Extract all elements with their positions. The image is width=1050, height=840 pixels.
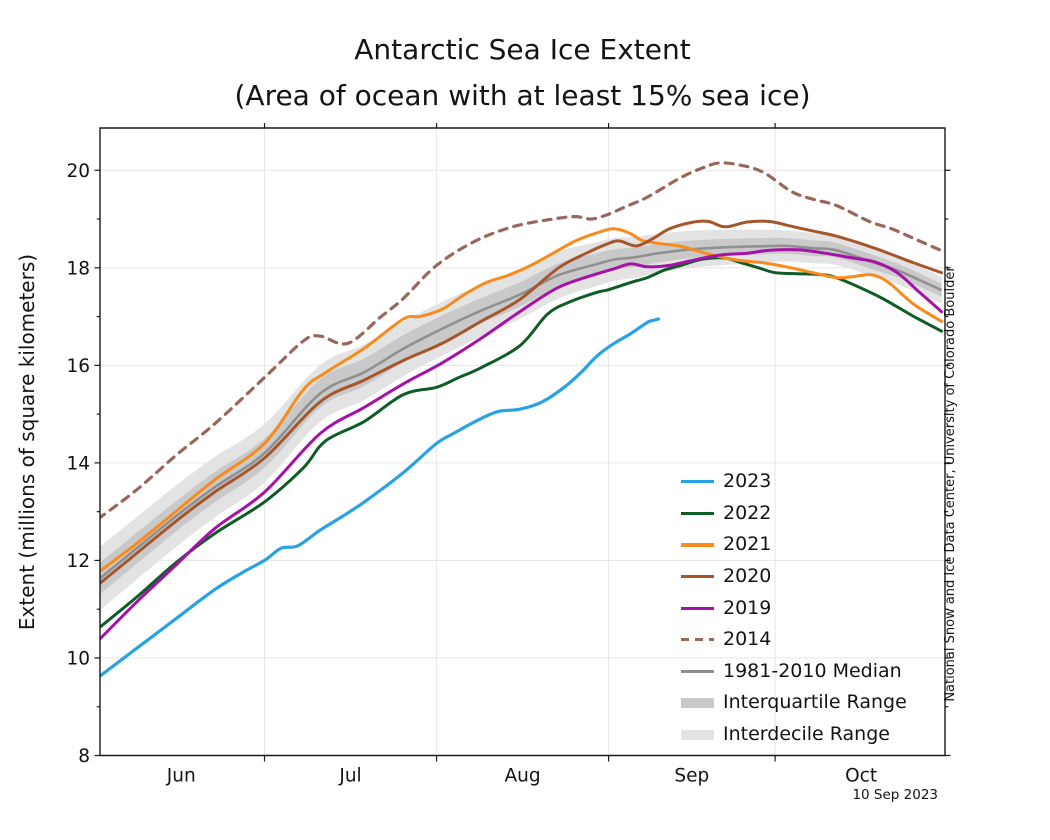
legend-swatch-dashed-line [681, 638, 714, 642]
legend-label: 2014 [723, 628, 772, 651]
legend-label: Interdecile Range [723, 723, 890, 746]
legend-row-interdecile-range: Interdecile Range [681, 719, 907, 751]
legend-swatch-line [681, 669, 714, 673]
series-line-2014 [100, 161, 944, 520]
x-tick-label-jul: Jul [338, 766, 361, 787]
y-tick-label: 20 [66, 161, 90, 182]
legend-swatch-line [681, 606, 714, 610]
legend-row-2021: 2021 [681, 529, 907, 561]
y-tick-label: 8 [78, 746, 90, 767]
x-tick-label-aug: Aug [505, 766, 541, 787]
y-axis-label: Extent (millions of square kilometers) [15, 253, 39, 631]
legend-row-interquartile-range: Interquartile Range [681, 687, 907, 719]
y-tick-label: 16 [66, 356, 90, 377]
legend-label: 2022 [723, 501, 772, 524]
series-line-2021 [100, 227, 944, 573]
legend-row-2022: 2022 [681, 498, 907, 530]
y-tick-label: 14 [66, 453, 90, 474]
legend-row-2019: 2019 [681, 592, 907, 624]
legend-label: 2019 [723, 596, 772, 619]
legend-row-2014: 2014 [681, 624, 907, 656]
series-line-2023 [100, 317, 661, 678]
axis-ticks [94, 123, 951, 762]
median-1981-2010-line [100, 244, 943, 580]
axis-tick-labels: 8 10 12 14 16 18 20 Jun Jul Aug Sep Oct [66, 161, 877, 787]
y-tick-label: 10 [66, 648, 90, 669]
legend-row-2020: 2020 [681, 561, 907, 593]
legend-swatch-line [681, 543, 714, 547]
legend-swatch-band [681, 729, 714, 740]
legend-swatch-line [681, 480, 714, 484]
legend-label: Interquartile Range [723, 691, 907, 714]
series-line-2019 [100, 248, 944, 642]
x-tick-label-oct: Oct [845, 766, 877, 787]
legend-row-1981-2010-median: 1981-2010 Median [681, 656, 907, 688]
legend-swatch-line [681, 574, 714, 579]
legend-label: 2020 [723, 565, 772, 588]
legend-label: 2023 [723, 470, 772, 493]
y-tick-label: 18 [66, 258, 90, 279]
chart-subtitle: (Area of ocean with at least 15% sea ice… [234, 79, 811, 112]
chart-legend: 2023 2022 2021 2020 2019 2014 1981-2010 Median… [681, 466, 907, 750]
y-tick-label: 12 [66, 551, 90, 572]
x-tick-label-jun: Jun [166, 766, 196, 787]
chart-title: Antarctic Sea Ice Extent [354, 33, 691, 66]
data-credit-text: National Snow and Ice Data Center, Unive… [943, 266, 958, 702]
legend-row-2023: 2023 [681, 466, 907, 498]
x-tick-label-sep: Sep [674, 766, 709, 787]
legend-label: 2021 [723, 533, 772, 556]
legend-swatch-line [681, 511, 714, 515]
date-stamp: 10 Sep 2023 [852, 787, 938, 803]
legend-label: 1981-2010 Median [723, 659, 902, 682]
legend-swatch-band [681, 697, 714, 708]
series-line-2020 [100, 219, 944, 586]
